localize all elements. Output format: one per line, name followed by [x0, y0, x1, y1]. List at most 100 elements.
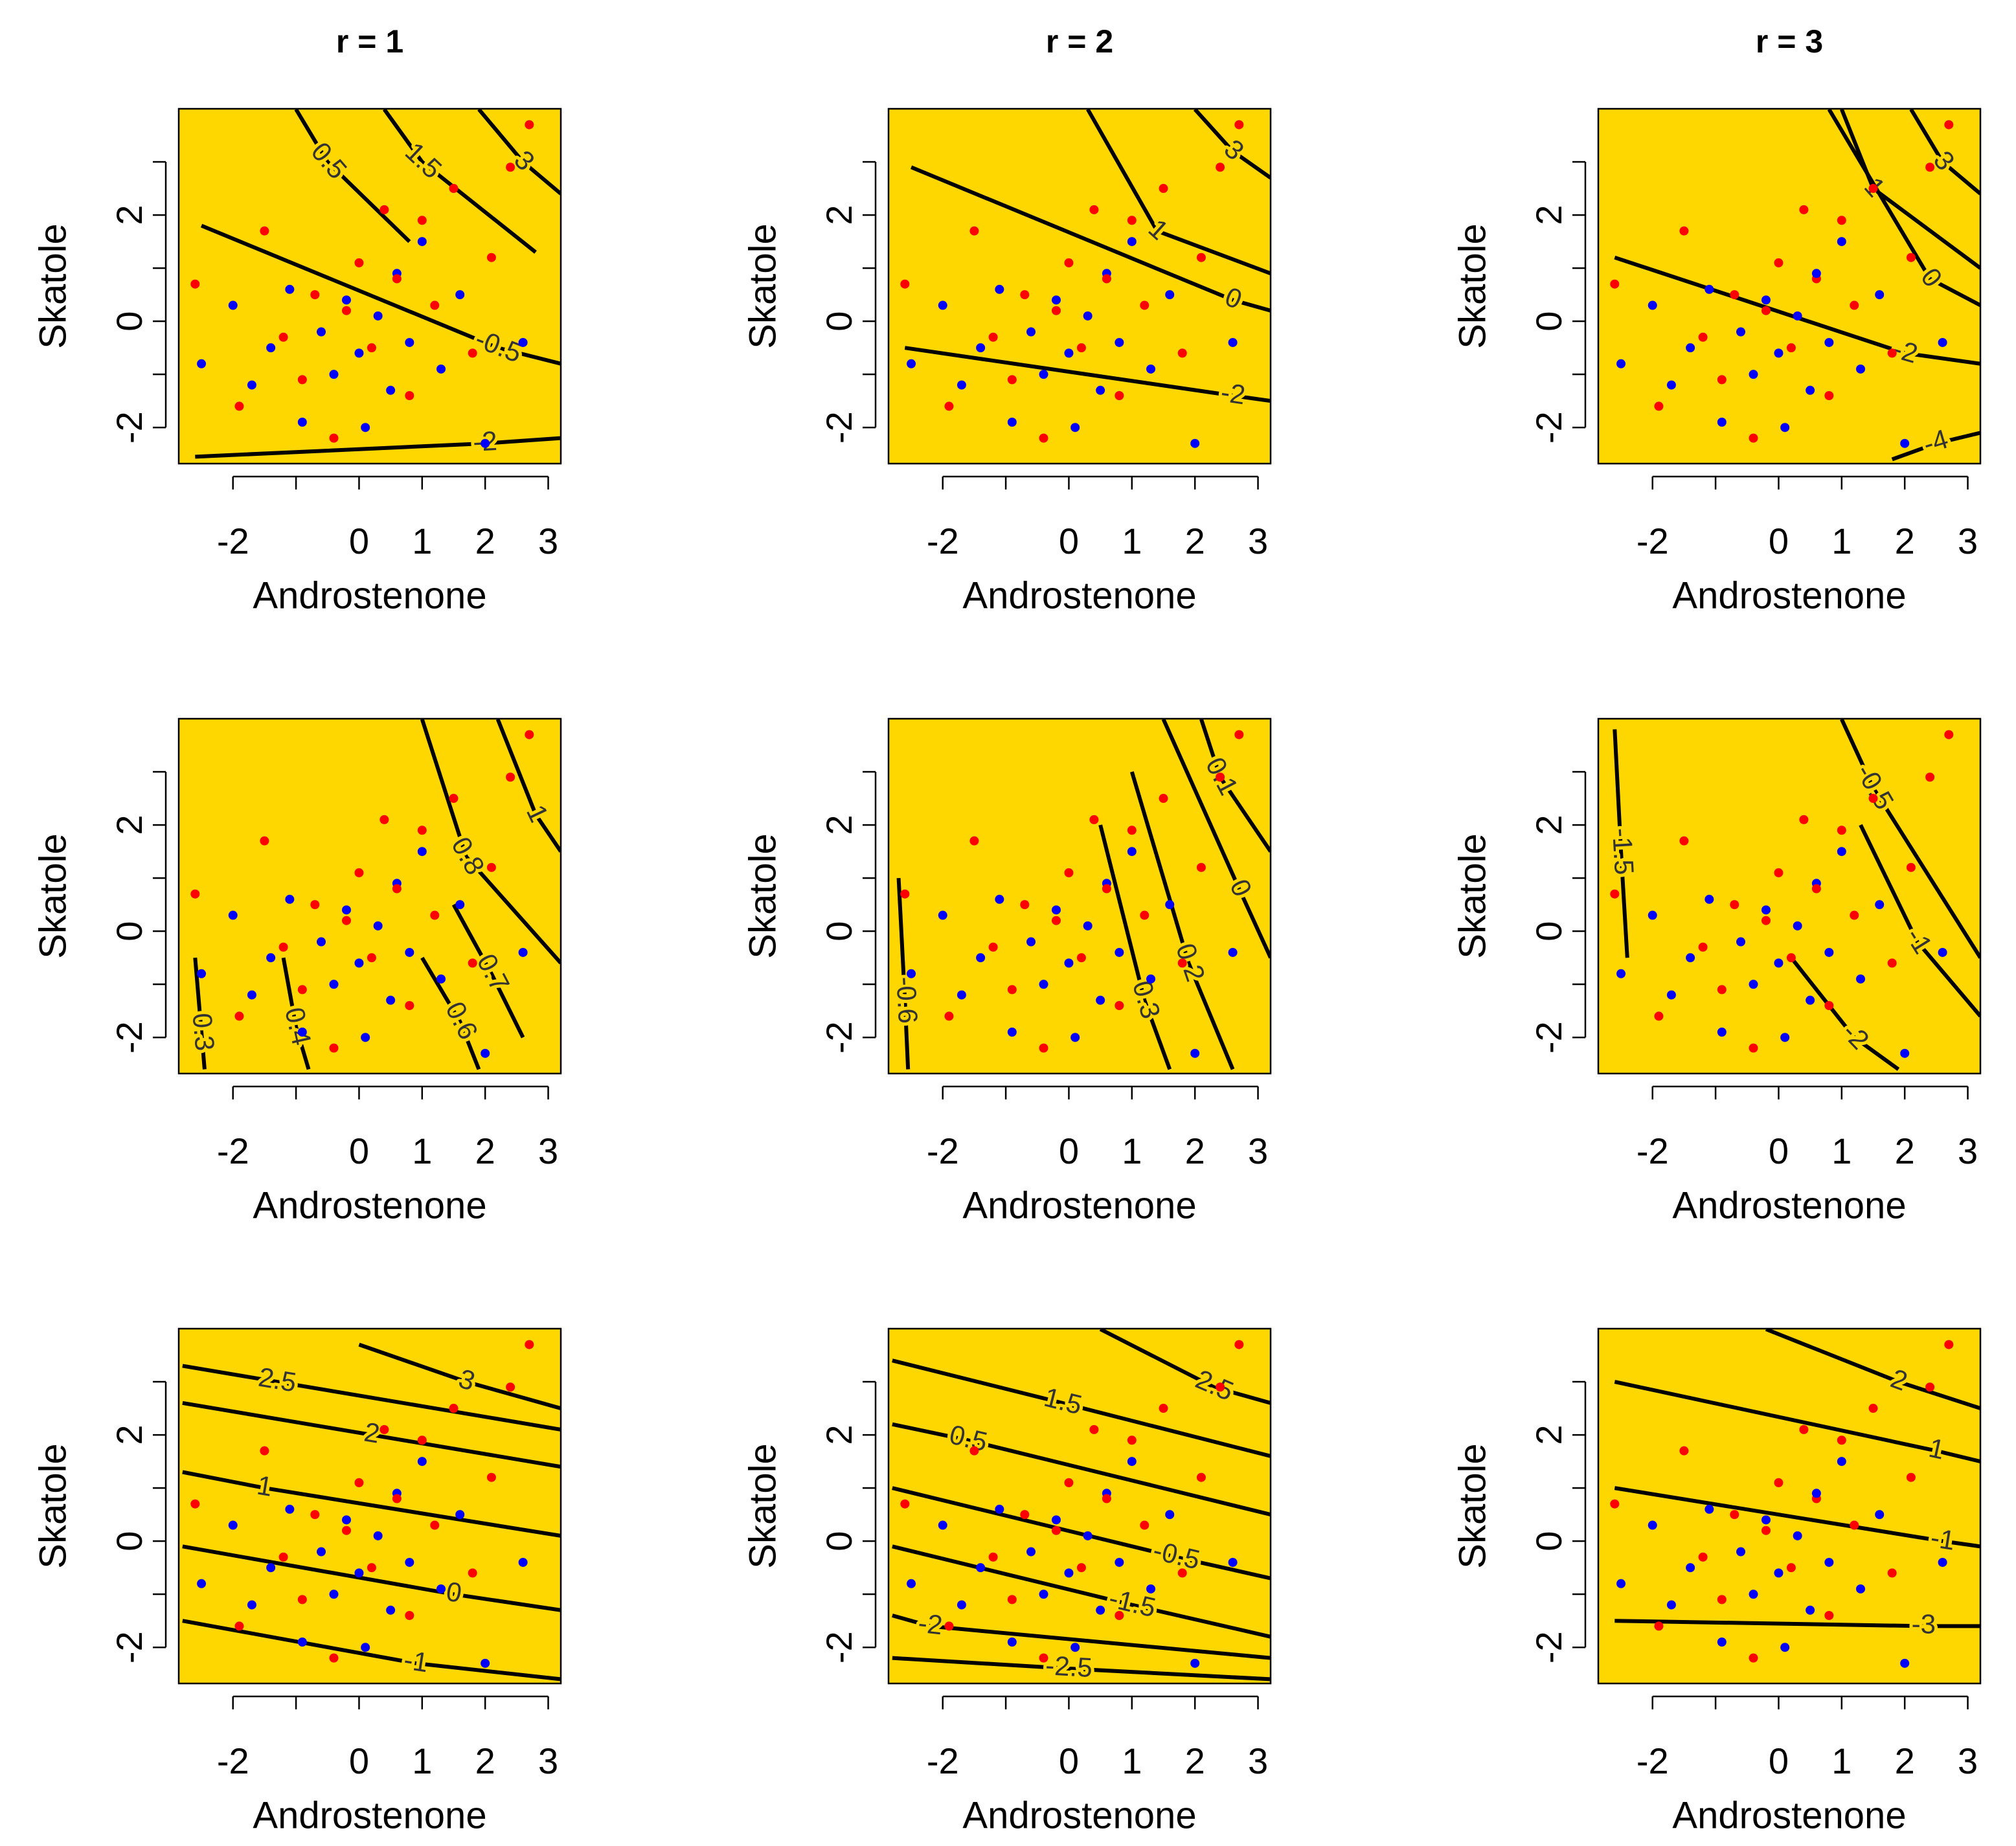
point — [1868, 184, 1878, 194]
point — [1856, 364, 1866, 374]
panel: 10.80.70.60.40.3-2 0 1 2 3Androstenone-202Sk… — [32, 717, 562, 1226]
contour-line — [1099, 1329, 1271, 1405]
point — [1774, 258, 1784, 267]
x-tick-label: 3 — [538, 1740, 558, 1781]
point — [278, 1552, 288, 1562]
point — [266, 343, 276, 353]
point — [1856, 974, 1866, 984]
point — [228, 300, 238, 310]
point — [1944, 730, 1954, 739]
point — [1083, 921, 1093, 930]
point — [1616, 969, 1626, 978]
y-tick-label: 0 — [109, 311, 150, 332]
point — [297, 1595, 307, 1604]
point — [1793, 311, 1802, 321]
point — [1799, 1424, 1809, 1434]
point — [1654, 1011, 1664, 1021]
point — [1806, 995, 1815, 1005]
point — [1196, 862, 1206, 872]
x-tick-label: 2 — [475, 1131, 495, 1171]
point — [1026, 327, 1036, 337]
contour-line — [1129, 771, 1235, 1070]
point — [1811, 884, 1821, 894]
contour-line — [1193, 109, 1271, 180]
point — [341, 295, 351, 305]
contour-line — [1891, 431, 1980, 462]
contour-line — [892, 1486, 1271, 1581]
x-tick-label: 2 — [1895, 1740, 1915, 1781]
point — [341, 1515, 351, 1525]
x-tick-label: 2 — [475, 521, 495, 561]
point — [1083, 311, 1093, 321]
point — [1140, 1520, 1150, 1530]
x-tick-label: 3 — [1958, 521, 1978, 561]
point — [1875, 900, 1885, 910]
point — [354, 1478, 364, 1487]
point — [373, 1531, 383, 1540]
x-axis-title: Androstenone — [1672, 1184, 1906, 1226]
x-tick-label: -2 — [927, 1131, 959, 1171]
point — [1793, 921, 1802, 930]
point — [1039, 1043, 1048, 1053]
x-tick-label: 2 — [1895, 1131, 1915, 1171]
point — [1705, 894, 1714, 904]
x-tick-label: 0 — [1769, 521, 1789, 561]
x-tick-label: -2 — [927, 521, 959, 561]
point — [1020, 900, 1030, 910]
point — [988, 1552, 998, 1562]
point — [1026, 1547, 1036, 1557]
point — [449, 184, 459, 194]
point — [310, 900, 320, 910]
point — [354, 258, 364, 267]
x-tick-label: 3 — [1248, 1740, 1268, 1781]
point — [1102, 1494, 1111, 1503]
y-tick-label: 2 — [819, 1424, 859, 1445]
point — [1648, 910, 1657, 920]
point — [417, 1457, 427, 1467]
point — [373, 311, 383, 321]
point — [317, 327, 326, 337]
point — [1717, 1595, 1727, 1604]
point — [1196, 253, 1206, 262]
point — [969, 226, 979, 236]
y-tick-label: 2 — [109, 1424, 150, 1445]
point — [1774, 958, 1784, 968]
contour-line — [892, 1656, 1271, 1682]
y-tick-label: 0 — [109, 1531, 150, 1551]
plot-frame — [887, 717, 1272, 1075]
point — [228, 1520, 238, 1530]
point — [1780, 1643, 1790, 1652]
point — [1944, 120, 1954, 129]
y-tick-label: 0 — [1528, 1531, 1569, 1551]
point — [1177, 958, 1187, 968]
x-tick-label: 3 — [1958, 1131, 1978, 1171]
point — [1076, 1563, 1086, 1573]
point — [386, 1605, 396, 1615]
point — [1115, 947, 1124, 957]
contour-line — [892, 1544, 1271, 1639]
point — [907, 359, 916, 368]
point — [944, 1621, 954, 1631]
x-tick-label: 1 — [1831, 1131, 1852, 1171]
point — [1824, 1610, 1834, 1620]
point — [1064, 348, 1074, 358]
contour-label: 2.5 — [256, 1362, 299, 1398]
point — [1824, 947, 1834, 957]
point — [1096, 1605, 1105, 1615]
point — [1749, 1653, 1758, 1663]
point — [1900, 1048, 1910, 1058]
point — [1234, 1340, 1244, 1349]
point — [944, 401, 954, 411]
point — [969, 836, 979, 846]
contour-line — [1613, 729, 1629, 958]
contour-line — [1614, 1486, 1980, 1549]
y-axis-title: Skatole — [742, 223, 784, 348]
contour-line — [1840, 719, 1980, 959]
point — [1944, 1340, 1954, 1349]
point — [455, 290, 465, 300]
point — [1799, 205, 1809, 214]
point — [907, 969, 916, 978]
point — [1089, 1424, 1099, 1434]
point — [1900, 1658, 1910, 1668]
point — [1806, 1605, 1815, 1615]
